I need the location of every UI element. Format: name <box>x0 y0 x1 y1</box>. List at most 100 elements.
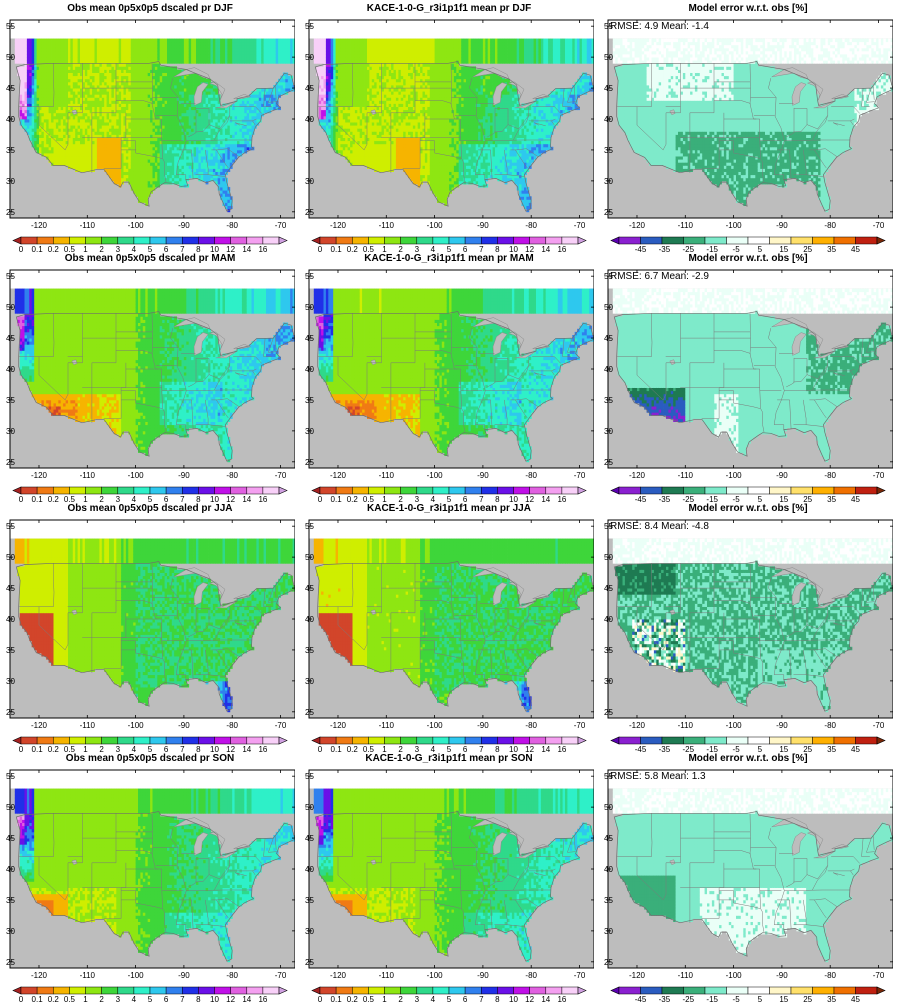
colorbar-label: 5 <box>148 495 153 503</box>
colorbar-label: 35 <box>827 995 836 1003</box>
colorbar-label: 8 <box>196 245 201 253</box>
colorbar-swatch <box>481 737 497 744</box>
y-tick-label: 35 <box>604 146 613 155</box>
colorbar-swatch <box>619 987 641 994</box>
colorbar-swatch <box>834 987 856 994</box>
colorbar-label: 14 <box>242 495 251 503</box>
colorbar-swatch <box>69 487 85 494</box>
x-tick-label: -90 <box>477 471 489 480</box>
colorbar-swatch <box>417 737 433 744</box>
colorbar-swatch <box>481 237 497 244</box>
colorbar-label: 16 <box>258 745 267 753</box>
colorbar-swatch <box>118 237 134 244</box>
colorbar-label: 7 <box>180 745 185 753</box>
colorbar-swatch <box>449 487 465 494</box>
colorbar-swatch <box>166 237 182 244</box>
colorbar-swatch <box>662 487 684 494</box>
colorbar-label: 25 <box>803 495 812 503</box>
colorbar-swatch <box>102 237 118 244</box>
y-tick-label: 25 <box>6 708 15 717</box>
colorbar-swatch <box>336 237 352 244</box>
colorbar-swatch <box>530 987 546 994</box>
colorbar-swatch <box>368 237 384 244</box>
colorbar-swatch <box>247 737 263 744</box>
y-tick-label: 35 <box>6 146 15 155</box>
colorbar-label: 0.1 <box>32 495 44 503</box>
x-tick-label: -110 <box>678 971 694 980</box>
x-tick-label: -70 <box>275 721 287 730</box>
colorbar-swatch <box>37 987 53 994</box>
y-tick-label: 55 <box>305 772 314 781</box>
colorbar-label: 12 <box>525 745 534 753</box>
colorbar-label: 2 <box>99 495 104 503</box>
y-tick-label: 35 <box>305 896 314 905</box>
colorbar-label: 3 <box>116 495 121 503</box>
y-tick-label: 30 <box>305 177 314 186</box>
x-tick-label: -100 <box>726 221 743 230</box>
x-tick-label: -110 <box>80 721 96 730</box>
colorbar-swatch <box>102 737 118 744</box>
y-tick-label: 45 <box>604 84 613 93</box>
x-tick-label: -70 <box>574 221 586 230</box>
colorbar-extend-low <box>13 987 21 994</box>
colorbar-swatch <box>53 487 69 494</box>
x-tick-label: -80 <box>824 471 836 480</box>
colorbar-swatch <box>465 237 481 244</box>
colorbar-label: 0.2 <box>48 495 60 503</box>
x-tick-label: -80 <box>824 971 836 980</box>
y-tick-label: 35 <box>604 396 613 405</box>
x-tick-label: -70 <box>275 221 287 230</box>
colorbar-label: 10 <box>509 495 518 503</box>
colorbar-swatch <box>182 987 198 994</box>
colorbar-extend-high <box>279 987 287 994</box>
colorbar-swatch <box>134 237 150 244</box>
colorbar-label: 0.2 <box>48 745 60 753</box>
colorbar-swatch <box>727 737 749 744</box>
colorbar-swatch <box>727 237 749 244</box>
colorbar-swatch <box>336 737 352 744</box>
colorbar-swatch <box>562 237 578 244</box>
colorbar-label: 2 <box>398 245 403 253</box>
colorbar-label: -45 <box>635 745 647 753</box>
x-tick-label: -120 <box>330 471 347 480</box>
colorbar-swatch <box>619 237 641 244</box>
y-tick-label: 25 <box>6 958 15 967</box>
colorbar-swatch <box>449 987 465 994</box>
colorbar-label: 4 <box>431 245 436 253</box>
x-tick-label: -100 <box>427 471 444 480</box>
colorbar-swatch <box>69 237 85 244</box>
colorbar-label: 0.2 <box>347 995 359 1003</box>
colorbar-swatch <box>37 487 53 494</box>
colorbar-label: 14 <box>541 245 550 253</box>
colorbar-swatch <box>497 987 513 994</box>
colorbar-label: 0.5 <box>363 745 375 753</box>
colorbar-label: 8 <box>495 495 500 503</box>
colorbar-swatch <box>684 987 706 994</box>
x-tick-label: -100 <box>128 471 145 480</box>
colorbar-label: 10 <box>509 995 518 1003</box>
y-tick-label: 50 <box>305 303 314 312</box>
colorbar-swatch <box>562 987 578 994</box>
colorbar-label: 0.1 <box>331 745 343 753</box>
colorbar-swatch <box>150 237 166 244</box>
colorbar-label: -45 <box>635 495 647 503</box>
x-tick-label: -120 <box>629 471 646 480</box>
colorbar-extend-low <box>611 737 619 744</box>
colorbar-swatch <box>834 487 856 494</box>
colorbar-swatch <box>352 237 368 244</box>
colorbar-label: 0.2 <box>48 245 60 253</box>
x-tick-label: -120 <box>330 721 347 730</box>
colorbar-label: 6 <box>463 495 468 503</box>
colorbar-swatch <box>813 237 835 244</box>
y-tick-label: 35 <box>6 896 15 905</box>
colorbar-swatch <box>705 987 727 994</box>
colorbar-swatch <box>336 487 352 494</box>
